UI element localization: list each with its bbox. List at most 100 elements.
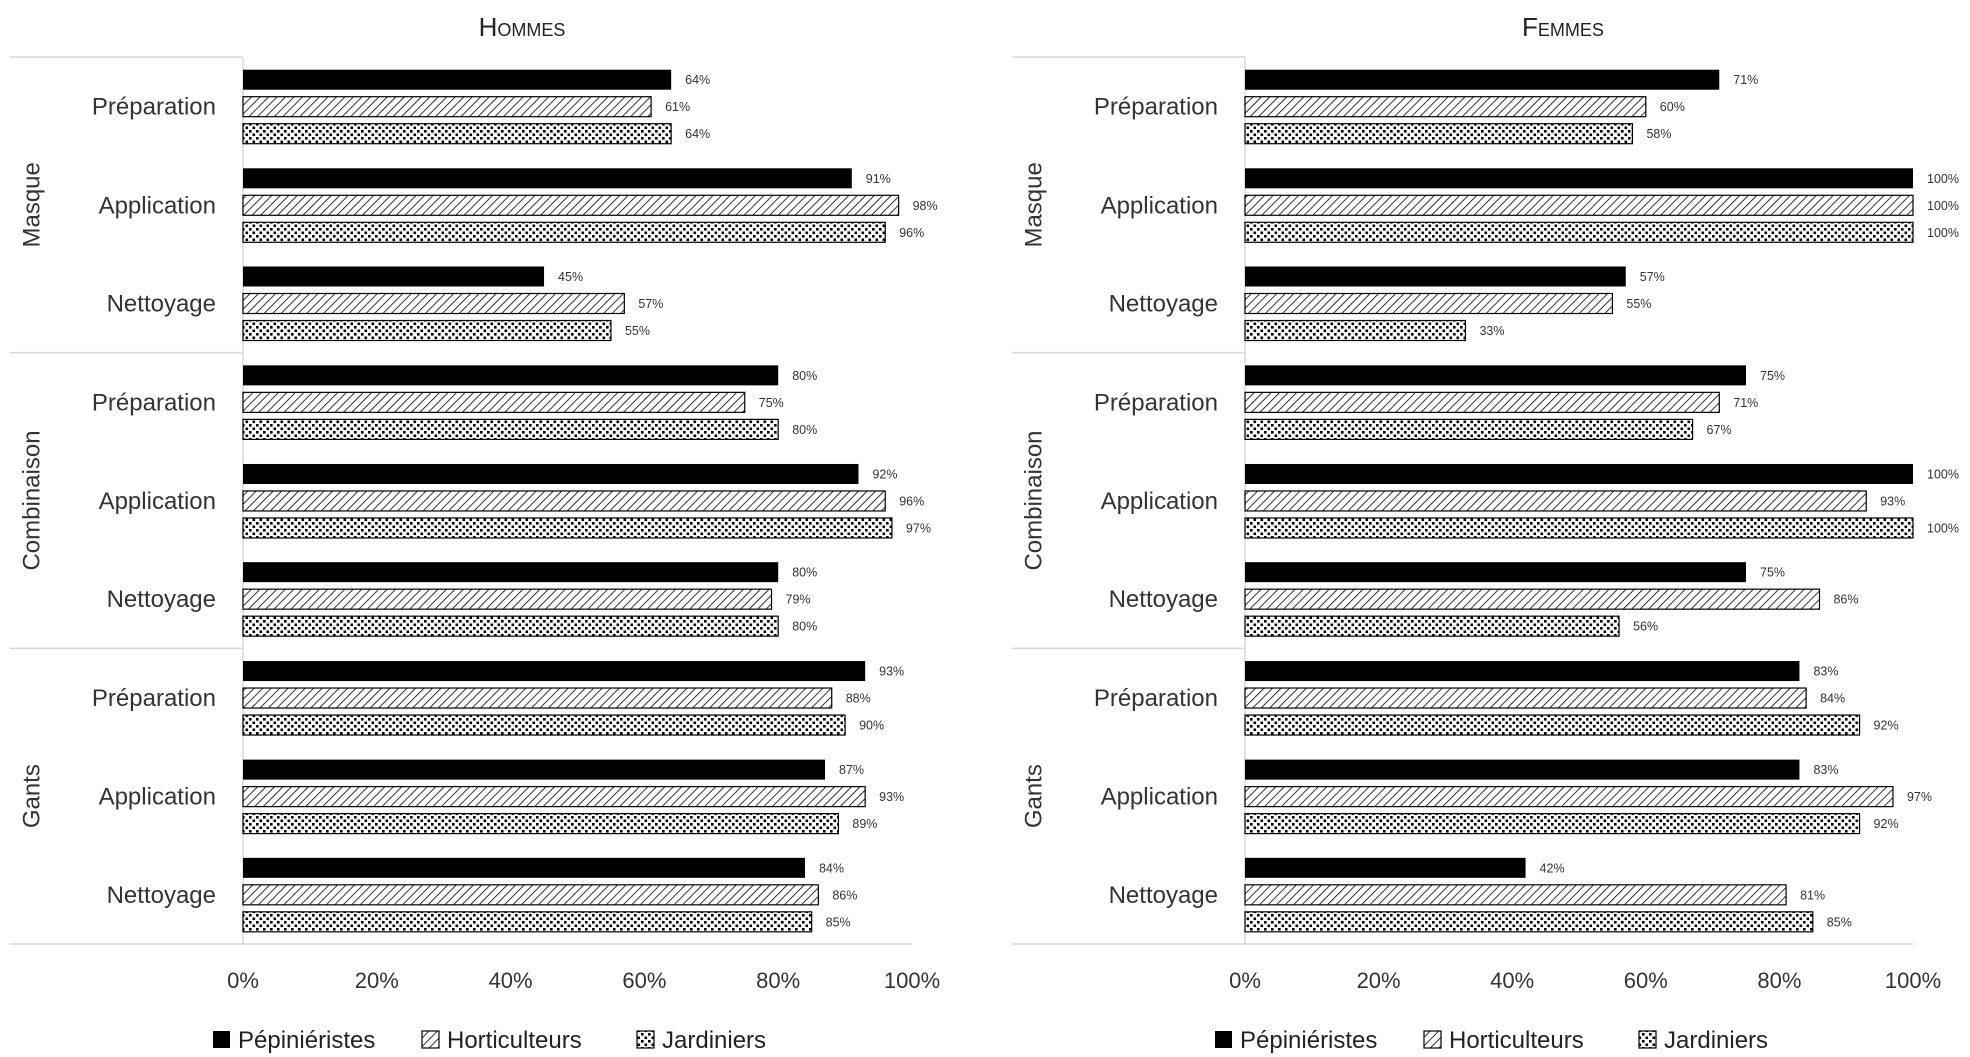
category-label: Préparation <box>92 685 216 712</box>
category-label: Application <box>99 488 216 515</box>
x-tick-label: 20% <box>1357 968 1401 993</box>
data-label: 89% <box>852 817 877 831</box>
data-label: 71% <box>1733 396 1758 410</box>
data-label: 80% <box>792 369 817 383</box>
data-label: 57% <box>638 297 663 311</box>
bar-pépiniéristes <box>243 661 866 682</box>
bar-jardiniers <box>1244 319 1467 342</box>
category-label: Nettoyage <box>1109 291 1218 318</box>
bar-jardiniers <box>242 615 779 637</box>
data-label: 97% <box>1907 790 1932 804</box>
bar-jardiniers <box>1244 123 1634 145</box>
bar-pépiniéristes <box>1245 562 1746 583</box>
legend-swatch <box>421 1030 440 1049</box>
bar-pépiniéristes <box>1245 661 1800 682</box>
data-label: 64% <box>685 127 710 141</box>
bar-jardiniers <box>242 911 813 933</box>
data-label: 100% <box>1927 199 1959 213</box>
legend-swatch <box>213 1031 230 1048</box>
category-label: Préparation <box>1094 685 1218 712</box>
bar-horticulteurs <box>242 490 886 512</box>
data-label: 79% <box>786 593 811 607</box>
legend-item-jardiniers: Jardiniers <box>1638 1027 1768 1054</box>
bar-jardiniers <box>242 813 840 835</box>
bar-pépiniéristes <box>1245 168 1913 189</box>
data-label: 92% <box>1874 817 1899 831</box>
data-label: 80% <box>792 423 817 437</box>
data-label: 100% <box>1927 226 1959 240</box>
data-label: 56% <box>1633 620 1658 634</box>
bar-jardiniers <box>242 123 672 145</box>
data-label: 45% <box>558 270 583 284</box>
legend-item-pépiniéristes: Pépiniéristes <box>213 1027 375 1054</box>
data-label: 80% <box>792 566 817 580</box>
category-label: Préparation <box>1094 389 1218 416</box>
chart-panel-femmes: Femmes 0% 20% 40% 60% 80% 100% Masque Préparatio… <box>1012 12 1959 1054</box>
bar-jardiniers <box>1244 813 1861 835</box>
legend-label: Horticulteurs <box>447 1027 582 1054</box>
x-tick-label: 100% <box>884 968 940 993</box>
data-label: 87% <box>839 763 864 777</box>
data-label: 55% <box>625 324 650 338</box>
data-label: 96% <box>899 226 924 240</box>
bar-horticulteurs <box>1244 96 1647 118</box>
data-label: 90% <box>859 719 884 733</box>
data-label: 58% <box>1646 127 1671 141</box>
data-label: 75% <box>1760 369 1785 383</box>
x-tick-label: 40% <box>1490 968 1534 993</box>
bar-pépiniéristes <box>243 69 672 90</box>
bar-horticulteurs <box>242 687 833 709</box>
legend-swatch <box>636 1030 655 1049</box>
x-tick-label: 80% <box>756 968 800 993</box>
bar-horticulteurs <box>1244 391 1720 413</box>
bar-jardiniers <box>242 221 886 243</box>
bar-pépiniéristes <box>1245 266 1626 287</box>
bar-pépiniéristes <box>1245 365 1746 386</box>
bar-jardiniers <box>1244 911 1814 933</box>
category-label: Application <box>1101 784 1218 811</box>
data-label: 57% <box>1640 270 1665 284</box>
x-tick-label: 20% <box>355 968 399 993</box>
bar-pépiniéristes <box>243 266 545 287</box>
data-label: 91% <box>866 172 891 186</box>
bar-pépiniéristes <box>1245 69 1720 90</box>
bar-horticulteurs <box>242 194 900 216</box>
bar-horticulteurs <box>242 588 773 610</box>
group-label: Gants <box>18 764 45 828</box>
bar-pépiniéristes <box>1245 759 1800 780</box>
data-label: 86% <box>1833 593 1858 607</box>
bar-horticulteurs <box>1244 194 1914 216</box>
legend-label: Jardiniers <box>1664 1027 1768 1054</box>
legend-label: Pépiniéristes <box>238 1027 375 1054</box>
bar-horticulteurs <box>1244 687 1807 709</box>
bar-pépiniéristes <box>243 168 852 189</box>
bar-jardiniers <box>1244 517 1914 539</box>
legend-swatch <box>1423 1030 1442 1049</box>
bar-jardiniers <box>1244 714 1861 736</box>
category-label: Nettoyage <box>107 882 216 909</box>
bar-horticulteurs <box>242 884 819 906</box>
data-label: 61% <box>665 100 690 114</box>
data-label: 42% <box>1540 861 1565 875</box>
category-label: Préparation <box>92 94 216 121</box>
data-label: 75% <box>1760 566 1785 580</box>
bar-jardiniers <box>1244 615 1620 637</box>
bar-jardiniers <box>1244 418 1694 440</box>
data-label: 100% <box>1927 467 1959 481</box>
data-label: 98% <box>913 199 938 213</box>
data-label: 85% <box>1827 915 1852 929</box>
chart-title: Femmes <box>1522 12 1604 42</box>
legend-label: Horticulteurs <box>1449 1027 1584 1054</box>
group-label: Masque <box>18 162 45 247</box>
legend-item-horticulteurs: Horticulteurs <box>421 1027 582 1054</box>
x-tick-label: 60% <box>622 968 666 993</box>
bar-horticulteurs <box>1244 884 1787 906</box>
bar-jardiniers <box>242 714 846 736</box>
data-label: 93% <box>879 790 904 804</box>
legend-item-jardiniers: Jardiniers <box>636 1027 766 1054</box>
data-label: 100% <box>1927 521 1959 535</box>
data-label: 92% <box>1874 719 1899 733</box>
bar-jardiniers <box>242 418 779 440</box>
data-label: 96% <box>899 494 924 508</box>
